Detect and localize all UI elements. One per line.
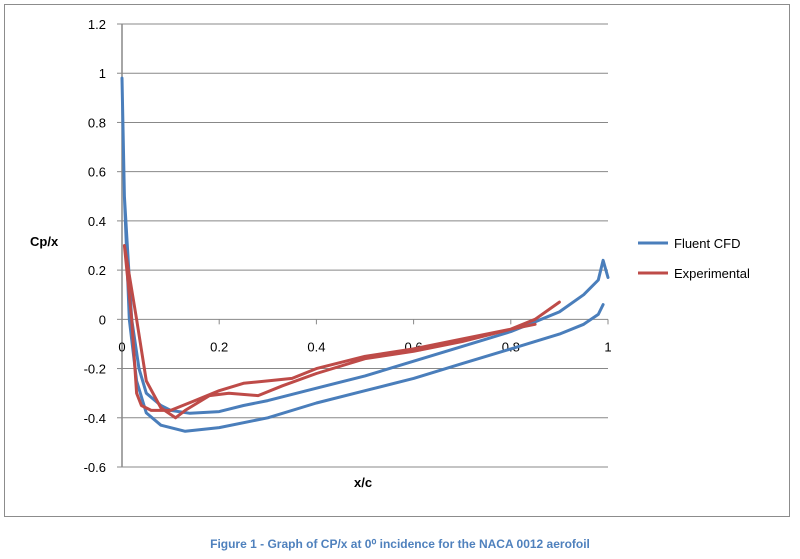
y-tick-label: 0.4 bbox=[88, 214, 106, 229]
x-tick-label: 1 bbox=[604, 339, 611, 354]
series-line-fluent-cfd bbox=[120, 76, 610, 433]
legend-label-fluent-cfd: Fluent CFD bbox=[674, 236, 740, 251]
y-tick-label: 1.2 bbox=[88, 17, 106, 32]
y-tick-label: -0.6 bbox=[84, 460, 106, 475]
chart-frame bbox=[4, 4, 790, 517]
y-tick-label: 0.6 bbox=[88, 165, 106, 180]
y-tick-label: 0.8 bbox=[88, 115, 106, 130]
series-line-experimental bbox=[122, 244, 561, 420]
figure-caption: Figure 1 - Graph of CP/x at 0⁰ incidence… bbox=[210, 537, 590, 551]
x-tick-label: 0.4 bbox=[307, 339, 325, 354]
y-tick-label: 0 bbox=[99, 312, 106, 327]
x-tick-label: 0.2 bbox=[210, 339, 228, 354]
y-tick-label: 0.2 bbox=[88, 263, 106, 278]
x-tick-label: 0 bbox=[118, 339, 125, 354]
y-tick-label: -0.2 bbox=[84, 362, 106, 377]
y-tick-label: -0.4 bbox=[84, 411, 106, 426]
x-axis-label: x/c bbox=[354, 475, 372, 490]
y-axis-label: Cp/x bbox=[30, 234, 59, 249]
legend: Fluent CFD Experimental bbox=[638, 236, 750, 281]
legend-label-experimental: Experimental bbox=[674, 266, 750, 281]
y-tick-label: 1 bbox=[99, 66, 106, 81]
chart: 1.210.80.60.40.20-0.2-0.4-0.6 0 0.2 0.4 0.6… bbox=[30, 17, 750, 490]
